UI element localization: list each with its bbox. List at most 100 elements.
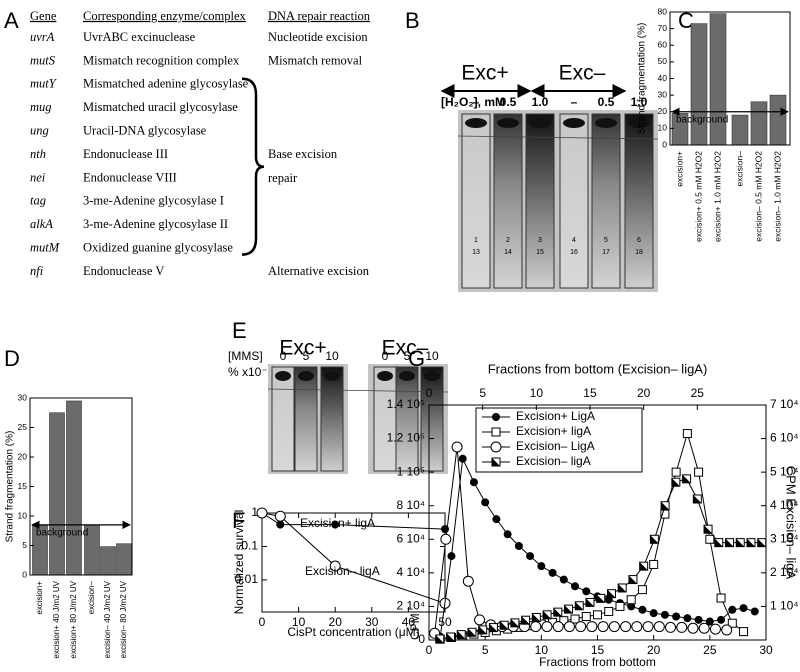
y-tick-label: 5 (22, 540, 27, 550)
data-point (665, 621, 677, 633)
data-point (717, 615, 726, 624)
y-axis-label: Strand fragmentation (%) (637, 23, 648, 135)
lane-label: 1.0 (631, 95, 648, 109)
reaction: Alternative excision (268, 264, 370, 278)
gene: nfi (30, 264, 44, 278)
bracket-label: Base excision (268, 147, 338, 161)
legend-label: Excision+ LigA (516, 409, 595, 423)
y-tick-label: 15 (18, 481, 28, 491)
data-point (274, 510, 286, 522)
enzyme: 3-me-Adenine glycosylase II (83, 217, 228, 231)
x2-axis-label: Fractions from bottom (Excision– ligA) (488, 361, 708, 376)
data-point (451, 441, 463, 453)
marker-fill (521, 616, 530, 625)
data-point (575, 621, 587, 633)
data-point (526, 552, 535, 561)
data-point (649, 609, 658, 618)
x2-tick-label: 25 (691, 386, 705, 400)
marker-fill (575, 601, 584, 610)
lane-number: 2 (506, 237, 510, 244)
lane-label: 1.0 (532, 95, 549, 109)
data-point (608, 621, 620, 633)
x-tick-label: 30 (759, 643, 773, 657)
plot-frame (261, 512, 446, 613)
x-tick-label: excision– 80 J/m2 UV (119, 580, 128, 658)
enzyme: 3-me-Adenine glycosylase I (83, 194, 224, 208)
y-axis-label: Strand fragmentation (%) (5, 431, 16, 543)
enzyme: Uracil-DNA glycosylase (83, 123, 207, 137)
x-tick-label: 20 (329, 615, 343, 629)
data-point (530, 621, 542, 633)
x-axis-label: CisPt concentration (μM) (287, 625, 419, 639)
bar (66, 400, 82, 576)
panel-label: C (678, 8, 694, 33)
series-label: Excision– ligA (305, 564, 380, 578)
y2-axis-label: CPM Excision– ligA (784, 466, 799, 580)
legend-label: Excision– ligA (516, 454, 591, 468)
annotation: background (676, 114, 728, 125)
data-point (694, 467, 704, 477)
y-tick-label: 10 (18, 510, 28, 520)
data-point (581, 612, 591, 621)
y-tick-label: 60 (658, 40, 668, 50)
gel-well-band (275, 371, 291, 381)
data-point (620, 621, 632, 633)
y2-tick-label: 5 10⁴ (770, 464, 799, 478)
data-point (615, 601, 625, 611)
panel-label: F (232, 508, 245, 533)
marker-fill (661, 501, 670, 510)
reaction: Nucleotide excision (268, 30, 368, 44)
data-point (597, 621, 609, 633)
marker-fill (585, 598, 594, 607)
bar (100, 546, 116, 576)
gel-well-band (399, 371, 415, 381)
data-point (586, 621, 598, 633)
data-point (329, 560, 341, 572)
data-point (469, 478, 478, 487)
enzyme: Endonuclease VIII (83, 170, 177, 184)
data-point (660, 610, 669, 619)
x-tick-label: 10 (292, 615, 306, 629)
gel-well-band (529, 118, 551, 128)
condition-unit: % x10⁻² (228, 365, 272, 379)
marker-fill (564, 605, 573, 614)
marker-fill (500, 621, 509, 630)
y-tick-label: 1 10⁵ (397, 464, 425, 478)
data-point (698, 622, 710, 634)
x-tick-label: excision– 0.5 mM H2O2 (753, 151, 763, 242)
lane-number: 15 (536, 249, 544, 256)
y-tick-label: 25 (18, 422, 28, 432)
y-tick-label: 10 (658, 123, 668, 133)
marker-fill (435, 634, 444, 643)
brace (241, 77, 265, 256)
y-tick-label: 1.2 10⁵ (387, 431, 425, 445)
data-point (653, 621, 665, 633)
lane-number: 5 (604, 237, 608, 244)
data-point (687, 622, 699, 634)
y-tick-label: 80 (658, 6, 668, 16)
marker-fill (714, 538, 723, 547)
x-tick-label: excision– (87, 580, 96, 614)
lane-label: – (571, 95, 578, 109)
gene: uvrA (30, 30, 55, 44)
gene: tag (30, 194, 46, 208)
gel-lane (525, 113, 555, 289)
x-tick-label: 40 (402, 615, 416, 629)
data-point (642, 621, 654, 633)
gene: nei (30, 170, 46, 184)
y-tick-label: 0 (418, 632, 425, 646)
marker-fill (492, 458, 500, 466)
marker-fill (532, 613, 541, 622)
marker-fill (704, 525, 713, 534)
marker-fill (446, 632, 455, 641)
enzyme: Mismatched adenine glycosylase (83, 77, 249, 91)
gel-lane (271, 366, 295, 472)
marker-fill (693, 495, 702, 503)
y2-tick-label: 2 10⁴ (770, 565, 799, 579)
y-tick-label: 2 10⁴ (396, 599, 425, 613)
data-point (593, 610, 602, 620)
y-tick-label: 40 (658, 73, 668, 83)
bar (769, 94, 787, 146)
y2-tick-label: 7 10⁴ (770, 397, 799, 411)
